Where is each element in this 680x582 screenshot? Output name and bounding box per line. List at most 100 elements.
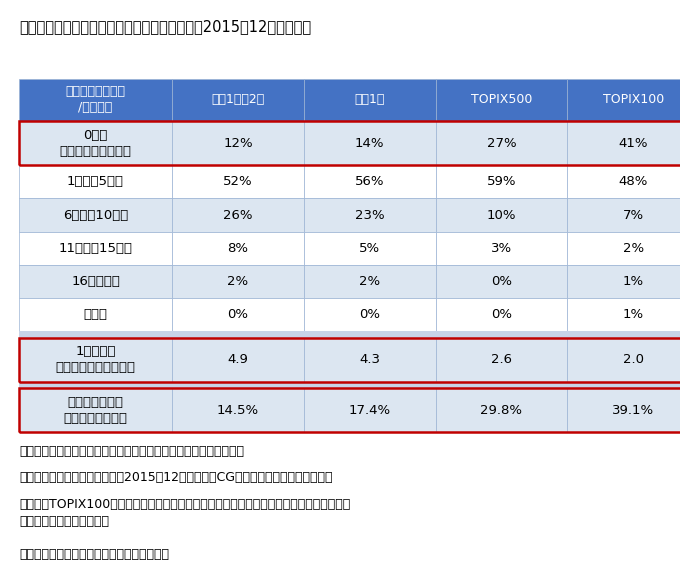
Bar (436, 388, 567, 432)
Text: 2.0: 2.0 (623, 353, 644, 366)
Text: 1%: 1% (623, 308, 644, 321)
Text: 0%: 0% (491, 308, 512, 321)
Bar (436, 165, 567, 198)
Text: （出所）各種公表データ等より大和総研作成: （出所）各種公表データ等より大和総研作成 (19, 548, 169, 561)
Text: 48%: 48% (619, 175, 648, 189)
Bar (567, 232, 680, 265)
Bar (19, 79, 172, 121)
Bar (172, 338, 304, 382)
Text: 10%: 10% (487, 208, 516, 222)
Bar (19, 265, 172, 298)
Text: TOPIX500: TOPIX500 (471, 93, 532, 107)
Bar (304, 298, 436, 331)
Bar (567, 338, 680, 382)
Text: 16項目以上: 16項目以上 (71, 275, 120, 288)
Text: （図表１）エクスプレイン数別の企業割合等（2015年12月末時点）: （図表１）エクスプレイン数別の企業割合等（2015年12月末時点） (19, 19, 311, 34)
Text: 4.3: 4.3 (359, 353, 380, 366)
Text: （注２）母数は各母集団のうち2015年12月末までにCGコード対応を開示した企業数: （注２）母数は各母集団のうち2015年12月末までにCGコード対応を開示した企業… (19, 471, 333, 484)
Text: 41%: 41% (619, 137, 648, 150)
Text: 5%: 5% (359, 242, 380, 255)
Text: 3%: 3% (491, 242, 512, 255)
Bar (172, 265, 304, 298)
Bar (172, 198, 304, 232)
Text: 23%: 23% (355, 208, 384, 222)
Text: その他: その他 (84, 308, 107, 321)
Text: 11項目～15項目: 11項目～15項目 (58, 242, 133, 255)
Text: 6項目～10項目: 6項目～10項目 (63, 208, 128, 222)
Bar (567, 79, 680, 121)
Text: 1社あたり
平均エクスプレイン数: 1社あたり 平均エクスプレイン数 (56, 345, 135, 374)
Bar (19, 121, 172, 165)
Bar (304, 265, 436, 298)
Bar (19, 338, 680, 382)
Text: 0%: 0% (491, 275, 512, 288)
Text: 52%: 52% (223, 175, 253, 189)
Bar (567, 198, 680, 232)
Bar (567, 298, 680, 331)
Text: 2.6: 2.6 (491, 353, 512, 366)
Text: （注１）エクスプレイン数・外国人株主比率は公表各社の単純平均: （注１）エクスプレイン数・外国人株主比率は公表各社の単純平均 (19, 445, 244, 458)
Text: エクスプレイン数
/企業割合: エクスプレイン数 /企業割合 (65, 86, 126, 114)
Bar (172, 121, 304, 165)
Bar (19, 388, 172, 432)
Bar (436, 232, 567, 265)
Bar (172, 388, 304, 432)
Bar (19, 232, 172, 265)
Bar (19, 198, 172, 232)
Text: 27%: 27% (487, 137, 516, 150)
Text: 1%: 1% (623, 275, 644, 288)
Text: 14%: 14% (355, 137, 384, 150)
Text: 7%: 7% (623, 208, 644, 222)
Bar (304, 388, 436, 432)
Bar (567, 121, 680, 165)
Bar (172, 232, 304, 265)
Text: 17.4%: 17.4% (349, 404, 391, 417)
Text: 0%: 0% (359, 308, 380, 321)
Text: 29.8%: 29.8% (481, 404, 522, 417)
Bar (436, 265, 567, 298)
Bar (19, 338, 172, 382)
Bar (436, 121, 567, 165)
Text: 39.1%: 39.1% (612, 404, 654, 417)
Text: 外国人株主比率
（自己株控除後）: 外国人株主比率 （自己株控除後） (63, 396, 128, 425)
Text: 2%: 2% (227, 275, 248, 288)
Bar (567, 165, 680, 198)
Text: 0項目
（フルコンプライ）: 0項目 （フルコンプライ） (60, 129, 131, 158)
Bar (172, 298, 304, 331)
Bar (304, 232, 436, 265)
Text: 59%: 59% (487, 175, 516, 189)
Bar (304, 121, 436, 165)
Bar (19, 382, 680, 388)
Text: （注３）TOPIX100のその他は「コーポレートガバナンス・コードの各原則を実施しない理
由」について未記載の１社: （注３）TOPIX100のその他は「コーポレートガバナンス・コードの各原則を実施… (19, 498, 350, 528)
Bar (19, 388, 680, 432)
Bar (436, 198, 567, 232)
Bar (436, 338, 567, 382)
Bar (19, 331, 680, 338)
Text: 2%: 2% (359, 275, 380, 288)
Bar (567, 265, 680, 298)
Bar (172, 165, 304, 198)
Bar (19, 165, 172, 198)
Bar (304, 165, 436, 198)
Text: 8%: 8% (227, 242, 248, 255)
Bar (304, 198, 436, 232)
Bar (19, 121, 680, 165)
Text: 東証1部: 東証1部 (354, 93, 385, 107)
Bar (304, 338, 436, 382)
Bar (172, 79, 304, 121)
Text: 東証1部・2部: 東証1部・2部 (211, 93, 265, 107)
Text: 4.9: 4.9 (228, 353, 248, 366)
Bar (567, 388, 680, 432)
Text: 2%: 2% (623, 242, 644, 255)
Text: 0%: 0% (227, 308, 248, 321)
Text: 26%: 26% (223, 208, 253, 222)
Text: TOPIX100: TOPIX100 (602, 93, 664, 107)
Text: 56%: 56% (355, 175, 384, 189)
Bar (19, 298, 172, 331)
Text: 1項目～5項目: 1項目～5項目 (67, 175, 124, 189)
Bar (436, 298, 567, 331)
Bar (304, 79, 436, 121)
Bar (436, 79, 567, 121)
Text: 12%: 12% (223, 137, 253, 150)
Text: 14.5%: 14.5% (217, 404, 259, 417)
